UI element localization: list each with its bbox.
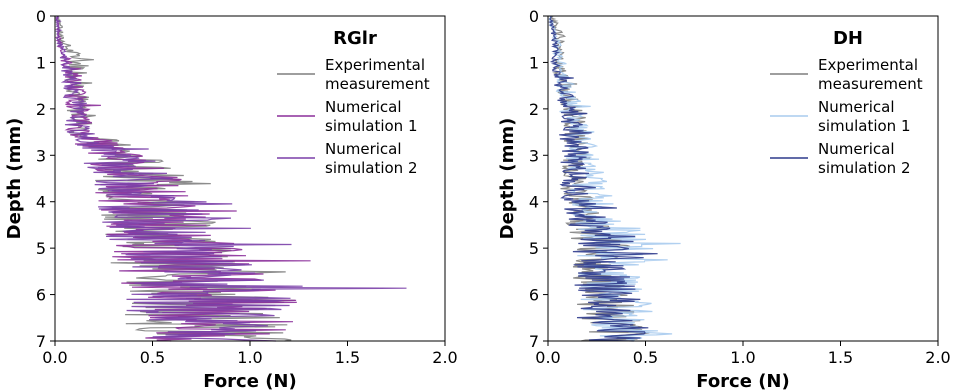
y-tick-label: 3 bbox=[529, 146, 539, 165]
x-tick-label: 0.0 bbox=[42, 348, 67, 367]
series-line-3 bbox=[550, 16, 658, 341]
y-tick-label: 0 bbox=[529, 7, 539, 26]
chart-title: RGlr bbox=[333, 28, 377, 49]
x-tick-label: 1.5 bbox=[335, 348, 360, 367]
legend-label-1: Experimental measurement bbox=[818, 56, 923, 93]
y-tick-label: 4 bbox=[529, 193, 539, 212]
legend-label-2: Numerical simulation 1 bbox=[325, 98, 418, 135]
y-tick-label: 7 bbox=[36, 332, 46, 351]
y-tick-label: 6 bbox=[529, 286, 539, 305]
legend: Experimental measurement Numerical simulati… bbox=[277, 56, 430, 177]
y-tick-label: 2 bbox=[36, 100, 46, 119]
y-tick-label: 0 bbox=[36, 7, 46, 26]
x-tick-label: 1.0 bbox=[237, 348, 262, 367]
legend-label-2: Numerical simulation 1 bbox=[818, 98, 911, 135]
x-axis-label: Force (N) bbox=[203, 371, 296, 390]
x-tick-label: 1.5 bbox=[828, 348, 853, 367]
y-tick-label: 5 bbox=[36, 239, 46, 258]
plot-area bbox=[549, 16, 680, 341]
series-line-2 bbox=[56, 16, 310, 341]
legend-label-3: Numerical simulation 2 bbox=[325, 140, 418, 177]
x-tick-label: 0.0 bbox=[535, 348, 560, 367]
legend-label-1: Experimental measurement bbox=[325, 56, 430, 93]
y-tick-label: 6 bbox=[36, 286, 46, 305]
chart-panel-2: 0.0 0.5 1.0 1.5 2.0 0 1 2 3 4 5 6 7 Force (N) Depth (m… bbox=[497, 7, 951, 390]
y-tick-label: 7 bbox=[529, 332, 539, 351]
y-tick-label: 1 bbox=[36, 53, 46, 72]
x-tick-label: 0.5 bbox=[140, 348, 165, 367]
y-axis-label: Depth (mm) bbox=[497, 118, 518, 240]
x-tick-label: 0.5 bbox=[633, 348, 658, 367]
y-tick-label: 3 bbox=[36, 146, 46, 165]
legend-label-3: Numerical simulation 2 bbox=[818, 140, 911, 177]
y-tick-label: 4 bbox=[36, 193, 46, 212]
x-tick-label: 1.0 bbox=[730, 348, 755, 367]
x-tick-label: 2.0 bbox=[925, 348, 950, 367]
y-tick-label: 2 bbox=[529, 100, 539, 119]
legend: Experimental measurement Numerical simulati… bbox=[770, 56, 923, 177]
x-tick-label: 2.0 bbox=[432, 348, 457, 367]
x-axis-label: Force (N) bbox=[696, 371, 789, 390]
chart-panel-1: 0.0 0.5 1.0 1.5 2.0 0 1 2 3 4 5 6 7 Force (N) Depth (m… bbox=[4, 7, 458, 390]
y-axis-label: Depth (mm) bbox=[4, 118, 25, 240]
y-tick-label: 5 bbox=[529, 239, 539, 258]
chart-title: DH bbox=[833, 28, 863, 49]
y-tick-label: 1 bbox=[529, 53, 539, 72]
